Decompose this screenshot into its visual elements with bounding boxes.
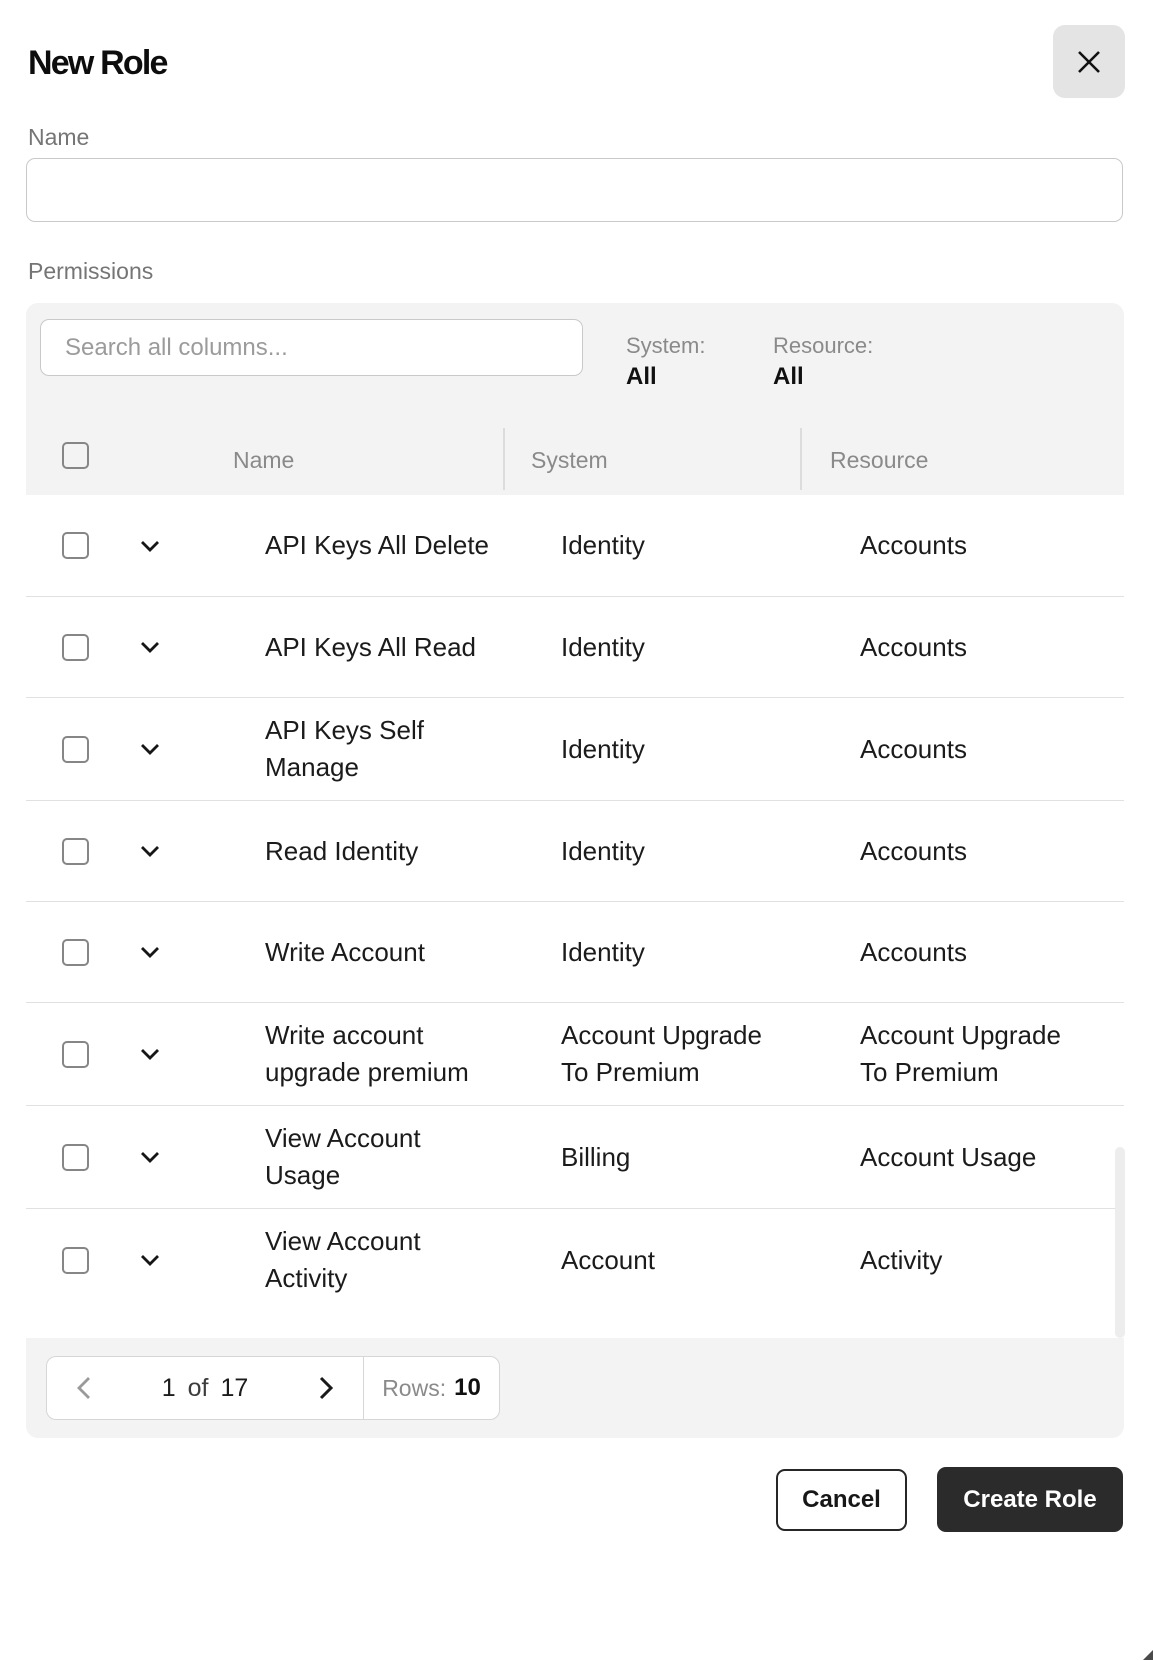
permission-name: Write Account (265, 936, 425, 967)
resource-filter[interactable]: Resource: All (773, 333, 873, 391)
page-title: New Role (28, 44, 168, 82)
row-checkbox[interactable] (62, 735, 89, 763)
row-checkbox[interactable] (62, 1040, 89, 1068)
resource-filter-value: All (773, 363, 804, 390)
page-indicator: 1 of 17 (162, 1374, 249, 1403)
row-expand-button[interactable] (135, 1040, 165, 1068)
permission-name: View Account Usage (265, 1123, 421, 1190)
system-filter[interactable]: System: All (626, 333, 705, 391)
row-expand-button[interactable] (135, 633, 165, 661)
permission-system: Identity (561, 733, 645, 764)
next-page-button[interactable] (313, 1374, 337, 1402)
permission-resource: Accounts (860, 733, 967, 764)
table-row: Write account upgrade premium Account Up… (26, 1002, 1124, 1105)
permission-system: Account Upgrade To Premium (561, 1020, 762, 1087)
system-filter-label: System: (626, 333, 706, 358)
row-expand-button[interactable] (135, 938, 165, 966)
table-row: Read Identity Identity Accounts (26, 800, 1124, 901)
permission-name: Write account upgrade premium (265, 1020, 469, 1087)
permission-system: Identity (561, 835, 645, 866)
permissions-panel: System: All Resource: All Name System Re… (26, 303, 1125, 1438)
permission-name: API Keys All Read (265, 631, 476, 662)
select-all-checkbox[interactable] (62, 442, 89, 469)
permission-name: View Account Activity (265, 1226, 421, 1293)
previous-page-button[interactable] (73, 1374, 97, 1402)
permission-resource: Accounts (860, 631, 967, 662)
close-button[interactable] (1053, 25, 1125, 98)
role-name-input[interactable] (26, 158, 1123, 222)
column-header-resource: Resource (830, 447, 929, 473)
table-row: View Account Activity Account Activity (26, 1208, 1124, 1311)
table-row: View Account Usage Billing Account Usage (26, 1105, 1124, 1208)
system-filter-value: All (626, 363, 657, 390)
chevron-down-icon (141, 1255, 159, 1266)
table-row: Write Account Identity Accounts (26, 901, 1124, 1002)
table-row: API Keys All Read Identity Accounts (26, 596, 1124, 697)
permission-resource: Accounts (860, 936, 967, 967)
permission-resource: Accounts (860, 530, 967, 560)
row-expand-button[interactable] (135, 1246, 165, 1274)
permission-name: Read Identity (265, 835, 419, 866)
permission-system: Billing (561, 1141, 631, 1172)
pagination-control: 1 of 17 Rows: 10 (46, 1356, 500, 1420)
rows-value: 10 (454, 1374, 481, 1401)
permissions-table-body: API Keys All Delete Identity Accounts AP… (26, 495, 1124, 1338)
pager-nav: 1 of 17 (47, 1357, 363, 1419)
vertical-scrollbar-thumb[interactable] (1115, 1147, 1125, 1338)
permission-name: API Keys All Delete (265, 530, 489, 560)
permission-resource: Account Upgrade To Premium (860, 1020, 1061, 1087)
total-pages: 17 (220, 1373, 249, 1402)
row-expand-button[interactable] (135, 1143, 165, 1171)
permission-system: Account (561, 1244, 655, 1275)
row-checkbox[interactable] (62, 1246, 89, 1274)
chevron-down-icon (141, 846, 159, 857)
current-page: 1 (161, 1373, 176, 1402)
close-icon (1078, 50, 1100, 73)
row-checkbox[interactable] (62, 938, 89, 966)
resource-filter-label: Resource: (773, 333, 874, 358)
permission-system: Identity (561, 631, 645, 662)
chevron-down-icon (141, 947, 159, 958)
chevron-down-icon (141, 1049, 159, 1060)
column-header-name: Name (233, 447, 295, 473)
permission-system: Identity (561, 530, 645, 560)
of-label: of (187, 1373, 209, 1402)
chevron-down-icon (141, 1152, 159, 1163)
table-row: API Keys All Delete Identity Accounts (26, 495, 1124, 596)
search-input[interactable] (40, 319, 583, 376)
table-header-row: Name System Resource (26, 423, 1124, 495)
chevron-down-icon (141, 744, 159, 755)
row-checkbox[interactable] (62, 837, 89, 865)
permission-system: Identity (561, 936, 645, 967)
row-expand-button[interactable] (135, 837, 165, 865)
row-expand-button[interactable] (135, 735, 165, 763)
chevron-left-icon (77, 1377, 90, 1399)
permission-resource: Account Usage (860, 1141, 1037, 1172)
column-header-system: System (531, 447, 608, 473)
row-checkbox[interactable] (62, 633, 89, 661)
name-field-label: Name (28, 124, 90, 150)
column-divider (800, 428, 802, 490)
chevron-down-icon (141, 642, 159, 653)
rows-per-page-control[interactable]: Rows: 10 (363, 1357, 499, 1419)
cancel-button[interactable]: Cancel (776, 1469, 907, 1531)
chevron-right-icon (319, 1376, 334, 1400)
rows-label: Rows: (382, 1374, 447, 1401)
row-checkbox[interactable] (62, 1143, 89, 1171)
permissions-label: Permissions (28, 258, 154, 284)
resize-grip-icon[interactable] (1143, 1650, 1153, 1660)
permission-name: API Keys Self Manage (265, 715, 424, 782)
column-divider (503, 428, 505, 490)
row-expand-button[interactable] (135, 532, 165, 560)
create-role-button[interactable]: Create Role (937, 1467, 1123, 1532)
chevron-down-icon (141, 540, 159, 552)
permission-resource: Activity (860, 1244, 943, 1275)
table-row: API Keys Self Manage Identity Accounts (26, 697, 1124, 800)
permission-resource: Accounts (860, 835, 967, 866)
row-checkbox[interactable] (62, 532, 89, 559)
